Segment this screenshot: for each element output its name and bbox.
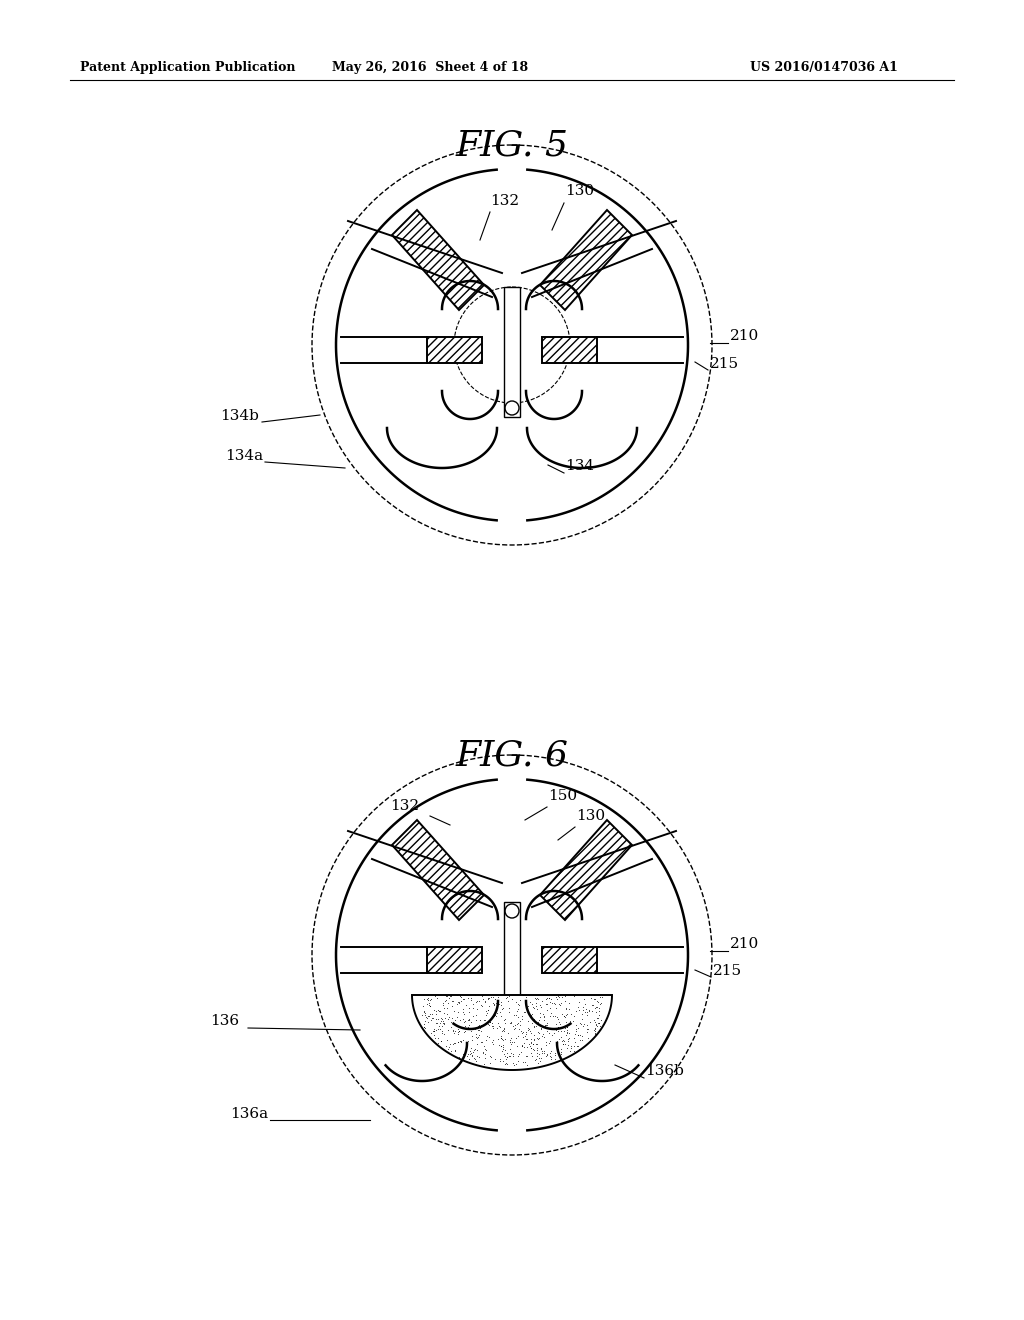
Text: 215: 215 [710,356,739,371]
Bar [542,337,597,363]
Bar [427,946,482,973]
Bar [504,286,520,417]
Bar [427,337,482,363]
Bar [542,946,597,973]
Text: 210: 210 [730,329,759,343]
Text: 134b: 134b [220,409,259,422]
Text: 130: 130 [565,183,594,198]
Bar [542,946,597,973]
Text: 215: 215 [713,964,742,978]
Text: 136b: 136b [645,1064,684,1078]
Text: Patent Application Publication: Patent Application Publication [80,62,296,74]
Text: 130: 130 [575,809,605,822]
Bar [504,902,520,995]
Text: 132: 132 [390,799,419,813]
Text: 210: 210 [730,937,759,950]
Polygon shape [540,210,632,310]
Bar [542,337,597,363]
Text: 134a: 134a [225,449,263,463]
Text: FIG. 5: FIG. 5 [456,128,568,162]
Polygon shape [540,820,632,920]
Polygon shape [392,210,484,310]
Text: 136: 136 [210,1014,240,1028]
Text: US 2016/0147036 A1: US 2016/0147036 A1 [750,62,898,74]
Text: 136a: 136a [230,1107,268,1121]
Text: 150: 150 [548,789,578,803]
Text: 134: 134 [565,459,594,473]
Bar [427,337,482,363]
Bar [427,946,482,973]
Text: 132: 132 [490,194,519,209]
Polygon shape [412,995,612,1071]
Text: FIG. 6: FIG. 6 [456,738,568,772]
Text: May 26, 2016  Sheet 4 of 18: May 26, 2016 Sheet 4 of 18 [332,62,528,74]
Polygon shape [392,820,484,920]
